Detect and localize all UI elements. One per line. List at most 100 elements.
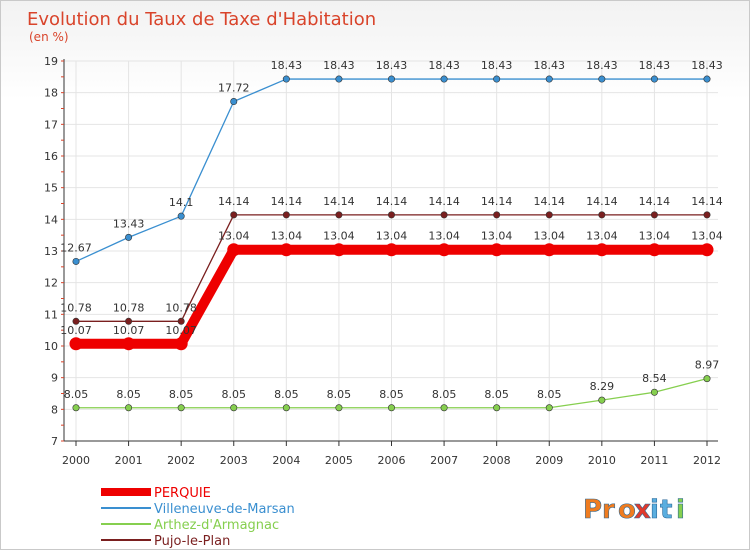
data-point-arthez-d-armagnac [703, 375, 711, 383]
data-point-villeneuve-de-marsan [440, 75, 448, 83]
data-label-perquie: 13.04 [586, 230, 618, 243]
data-label-arthez-d-armagnac: 8.05 [116, 388, 141, 401]
data-point-arthez-d-armagnac [230, 404, 238, 412]
data-label-villeneuve-de-marsan: 17.72 [218, 82, 250, 95]
data-point-pujo-le-plan [72, 317, 80, 325]
data-label-pujo-le-plan: 14.14 [271, 195, 303, 208]
data-point-pujo-le-plan [230, 211, 238, 219]
data-point-perquie [227, 243, 241, 257]
y-unit-label: (en %) [29, 30, 69, 44]
data-label-villeneuve-de-marsan: 18.43 [323, 59, 355, 72]
data-point-perquie [332, 243, 346, 257]
logo-letter: x [634, 495, 651, 525]
data-label-villeneuve-de-marsan: 18.43 [534, 59, 566, 72]
y-tick-label: 12 [44, 277, 58, 290]
axes: 7 8 9 10 11 12 13 14 15 16 17 18 19 2000 2001 2002 2003 2… [44, 55, 721, 467]
data-point-perquie [69, 337, 83, 351]
y-tick-label: 13 [44, 245, 58, 258]
y-tick-label: 19 [44, 55, 58, 68]
data-point-pujo-le-plan [493, 211, 501, 219]
data-point-arthez-d-armagnac [125, 404, 133, 412]
data-label-perquie: 13.04 [323, 230, 355, 243]
data-label-pujo-le-plan: 14.14 [428, 195, 460, 208]
data-point-villeneuve-de-marsan [650, 75, 658, 83]
logo-letter: o [618, 495, 636, 525]
x-tick-label: 2001 [115, 454, 143, 467]
data-label-arthez-d-armagnac: 8.05 [327, 388, 352, 401]
data-label-pujo-le-plan: 14.14 [586, 195, 618, 208]
y-tick-label: 11 [44, 308, 58, 321]
data-label-arthez-d-armagnac: 8.05 [432, 388, 457, 401]
data-label-pujo-le-plan: 14.14 [639, 195, 671, 208]
data-point-pujo-le-plan [282, 211, 290, 219]
data-point-arthez-d-armagnac [650, 388, 658, 396]
logo-letter: i [650, 495, 659, 525]
series-layer [69, 75, 714, 412]
y-tick-label: 17 [44, 118, 58, 131]
data-label-perquie: 10.07 [165, 324, 197, 337]
data-point-perquie [647, 243, 661, 257]
data-label-perquie: 13.04 [271, 230, 303, 243]
y-tick-label: 18 [44, 87, 58, 100]
data-point-perquie [437, 243, 451, 257]
legend: PERQUIEVilleneuve-de-MarsanArthez-d'Arma… [101, 486, 295, 549]
data-point-villeneuve-de-marsan [230, 98, 238, 106]
data-point-arthez-d-armagnac [598, 396, 606, 404]
data-label-villeneuve-de-marsan: 18.43 [271, 59, 303, 72]
y-tick-label: 7 [51, 435, 58, 448]
data-point-villeneuve-de-marsan [598, 75, 606, 83]
data-label-villeneuve-de-marsan: 18.43 [586, 59, 618, 72]
data-point-perquie [490, 243, 504, 257]
data-label-perquie: 13.04 [376, 230, 408, 243]
data-label-perquie: 10.07 [113, 324, 145, 337]
data-point-arthez-d-armagnac [72, 404, 80, 412]
data-label-pujo-le-plan: 14.14 [481, 195, 513, 208]
data-label-arthez-d-armagnac: 8.54 [642, 372, 667, 385]
data-label-perquie: 10.07 [60, 324, 92, 337]
data-label-arthez-d-armagnac: 8.05 [484, 388, 509, 401]
legend-label-villeneuve: Villeneuve-de-Marsan [154, 502, 295, 517]
x-tick-label: 2008 [483, 454, 511, 467]
data-point-perquie [542, 243, 556, 257]
data-point-pujo-le-plan [545, 211, 553, 219]
data-label-pujo-le-plan: 10.78 [165, 301, 197, 314]
data-label-perquie: 13.04 [639, 230, 671, 243]
y-tick-label: 16 [44, 150, 58, 163]
data-point-villeneuve-de-marsan [703, 75, 711, 83]
x-tick-label: 2009 [535, 454, 563, 467]
data-point-arthez-d-armagnac [282, 404, 290, 412]
data-point-perquie [279, 243, 293, 257]
data-point-arthez-d-armagnac [177, 404, 185, 412]
data-label-villeneuve-de-marsan: 18.43 [428, 59, 460, 72]
data-point-pujo-le-plan [650, 211, 658, 219]
data-label-layer: 12.67 13.43 14.1 17.72 18.43 18.43 18.43 18.43 1… [60, 59, 723, 401]
data-point-villeneuve-de-marsan [282, 75, 290, 83]
data-label-pujo-le-plan: 14.14 [218, 195, 250, 208]
data-label-pujo-le-plan: 14.14 [691, 195, 723, 208]
data-point-perquie [595, 243, 609, 257]
data-point-pujo-le-plan [125, 317, 133, 325]
data-label-villeneuve-de-marsan: 14.1 [169, 196, 194, 209]
data-label-perquie: 13.04 [481, 230, 513, 243]
data-point-perquie [385, 243, 398, 257]
legend-label-pujo: Pujo-le-Plan [154, 534, 230, 549]
data-label-villeneuve-de-marsan: 18.43 [691, 59, 723, 72]
data-label-perquie: 13.04 [534, 230, 566, 243]
x-tick-label: 2000 [62, 454, 90, 467]
data-point-pujo-le-plan [598, 211, 606, 219]
y-tick-label: 10 [44, 340, 58, 353]
data-label-perquie: 13.04 [428, 230, 460, 243]
y-tick-label: 9 [51, 372, 58, 385]
data-label-arthez-d-armagnac: 8.97 [695, 359, 720, 372]
data-point-pujo-le-plan [703, 211, 711, 219]
data-label-pujo-le-plan: 14.14 [376, 195, 408, 208]
x-tick-label: 2002 [167, 454, 195, 467]
data-label-perquie: 13.04 [218, 230, 250, 243]
data-point-pujo-le-plan [177, 317, 185, 325]
x-tick-label: 2007 [430, 454, 458, 467]
logo-letter: r [602, 495, 615, 525]
data-label-arthez-d-armagnac: 8.05 [537, 388, 562, 401]
